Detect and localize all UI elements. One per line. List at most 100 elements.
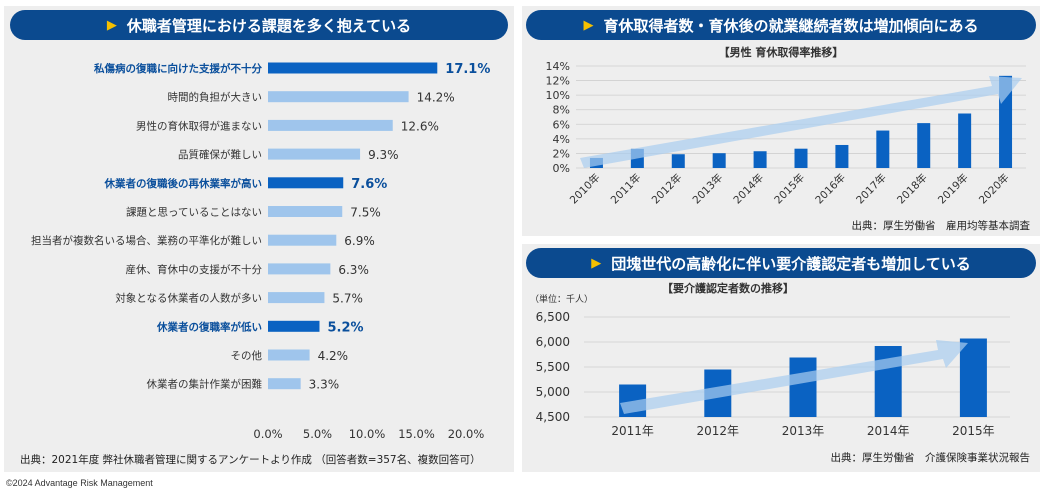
bar xyxy=(794,148,808,168)
x-tick-label: 10.0% xyxy=(349,427,386,441)
x-tick-label: 2016年 xyxy=(813,171,849,207)
bar xyxy=(268,292,325,304)
category-label: 休業者の復職後の再休業率が高い xyxy=(104,177,263,190)
x-tick-label: 2012年 xyxy=(697,424,740,438)
x-tick-label: 2020年 xyxy=(976,171,1012,207)
y-tick-label: 0% xyxy=(553,162,570,175)
bar xyxy=(268,320,320,332)
y-tick-label: 5,000 xyxy=(536,385,570,399)
value-label: 3.3% xyxy=(309,378,340,392)
y-tick-label: 12% xyxy=(546,75,570,88)
bar xyxy=(753,151,767,168)
x-tick-label: 2013年 xyxy=(782,424,825,438)
y-tick-label: 6% xyxy=(553,118,570,131)
category-label: 対象となる休業者の人数が多い xyxy=(115,292,262,305)
x-tick-label: 2013年 xyxy=(690,171,726,207)
bottom-right-source: 出典：厚生労働省 介護保険事業状況報告 xyxy=(830,452,1031,464)
value-label: 9.3% xyxy=(368,148,399,162)
y-tick-label: 8% xyxy=(553,104,570,117)
chart-title: 【要介護認定者数の推移】 xyxy=(662,281,794,295)
bar xyxy=(874,346,902,417)
left-panel: ▶ 休職者管理における課題を多く抱えている 私傷病の復職に向けた支援が不十分 17… xyxy=(4,6,514,472)
trend-arrow xyxy=(620,340,968,414)
x-tick-label: 2011年 xyxy=(611,424,654,438)
y-tick-label: 14% xyxy=(546,60,570,73)
value-label: 4.2% xyxy=(318,349,349,363)
value-label: 17.1% xyxy=(445,62,490,77)
x-tick-label: 0.0% xyxy=(253,427,282,441)
bar xyxy=(268,206,343,217)
value-label: 5.2% xyxy=(327,320,363,335)
category-label: 男性の育休取得が進まない xyxy=(136,119,262,132)
category-label: 担当者が複数名いる場合、業務の平準化が難しい xyxy=(31,234,262,247)
left-header: ▶ 休職者管理における課題を多く抱えている xyxy=(10,10,508,40)
category-label: 課題と思っていることはない xyxy=(126,206,262,219)
bar xyxy=(712,153,726,168)
bar xyxy=(268,91,409,103)
value-label: 6.3% xyxy=(338,263,369,277)
x-tick-label: 2015年 xyxy=(772,171,808,207)
copyright: ©2024 Advantage Risk Management xyxy=(6,478,153,488)
value-label: 14.2% xyxy=(417,91,455,105)
bar xyxy=(958,113,972,168)
y-tick-label: 4,500 xyxy=(536,410,570,424)
bar xyxy=(917,123,931,168)
unit-label: （単位：千人） xyxy=(530,293,593,305)
x-tick-label: 15.0% xyxy=(398,427,435,441)
bar xyxy=(268,119,393,131)
left-source: 出典：2021年度 弊社休職者管理に関するアンケートより作成 （回答者数=357… xyxy=(20,454,481,466)
top-right-panel: ▶ 育休取得者数・育休後の就業継続者数は増加傾向にある 【男性 育休取得率推移】… xyxy=(522,6,1040,236)
x-tick-label: 2012年 xyxy=(649,171,685,207)
bar xyxy=(268,234,337,246)
bar xyxy=(789,357,817,417)
y-tick-label: 6,500 xyxy=(536,310,570,324)
bar xyxy=(268,349,310,361)
bar xyxy=(268,177,344,189)
play-triangle-icon: ▶ xyxy=(583,17,594,33)
play-triangle-icon: ▶ xyxy=(591,255,602,271)
bottom-right-header: ▶ 団塊世代の高齢化に伴い要介護認定者も増加している xyxy=(526,248,1036,278)
x-tick-label: 2014年 xyxy=(731,171,767,207)
left-header-title: 休職者管理における課題を多く抱えている xyxy=(126,16,412,35)
category-label: 休業者の復職率が低い xyxy=(156,320,262,333)
y-tick-label: 5,500 xyxy=(536,360,570,374)
value-label: 12.6% xyxy=(401,119,439,133)
bottom-right-header-title: 団塊世代の高齢化に伴い要介護認定者も増加している xyxy=(611,254,971,273)
x-tick-label: 2017年 xyxy=(853,171,889,207)
bar xyxy=(835,144,849,168)
x-tick-label: 5.0% xyxy=(303,427,332,441)
y-tick-label: 6,000 xyxy=(536,335,570,349)
paternity-leave-chart: 【男性 育休取得率推移】 0% 2%4% 6%8% 10%12% 14% 2010年 2011… xyxy=(546,45,1026,207)
category-label: その他 xyxy=(231,349,263,362)
play-triangle-icon: ▶ xyxy=(106,17,117,33)
category-label: 私傷病の復職に向けた支援が不十分 xyxy=(93,62,262,75)
top-right-source: 出典：厚生労働省 雇用均等基本調査 xyxy=(851,220,1031,232)
x-tick-label: 2018年 xyxy=(894,171,930,207)
y-tick-label: 4% xyxy=(553,133,570,146)
category-label: 品質確保が難しい xyxy=(178,148,262,161)
value-label: 7.6% xyxy=(351,177,387,192)
bar xyxy=(268,148,361,160)
category-label: 休業者の集計作業が困難 xyxy=(147,378,263,391)
bar xyxy=(876,130,890,168)
y-tick-label: 2% xyxy=(553,147,570,160)
x-tick-label: 2019年 xyxy=(935,171,971,207)
bar xyxy=(268,263,331,275)
chart-title: 【男性 育休取得率推移】 xyxy=(719,45,844,59)
category-label: 時間的負担が大きい xyxy=(168,91,263,104)
x-tick-label: 2015年 xyxy=(952,424,995,438)
bar xyxy=(959,338,987,417)
trend-arrow xyxy=(580,76,1022,168)
x-tick-label: 2010年 xyxy=(567,171,603,207)
x-tick-label: 2011年 xyxy=(608,171,644,207)
category-label: 産休、育休中の支援が不十分 xyxy=(126,263,263,276)
value-label: 7.5% xyxy=(350,206,381,220)
bar xyxy=(671,154,685,168)
value-label: 6.9% xyxy=(344,234,375,248)
value-label: 5.7% xyxy=(332,292,363,306)
bottom-right-panel: ▶ 団塊世代の高齢化に伴い要介護認定者も増加している 【要介護認定者数の推移】 （… xyxy=(522,244,1040,472)
x-tick-label: 20.0% xyxy=(448,427,485,441)
bar xyxy=(268,62,438,74)
left-bar-chart: 私傷病の復職に向けた支援が不十分 17.1% 時間的負担が大きい 14.2% 男性の育休… xyxy=(31,62,490,441)
top-right-header-title: 育休取得者数・育休後の就業継続者数は増加傾向にある xyxy=(603,16,979,35)
